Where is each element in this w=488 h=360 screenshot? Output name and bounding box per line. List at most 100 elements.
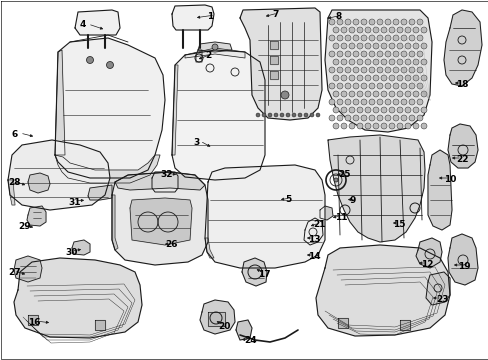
Circle shape xyxy=(384,115,390,121)
Text: 13: 13 xyxy=(307,235,320,244)
Circle shape xyxy=(360,51,366,57)
Circle shape xyxy=(328,19,334,25)
Polygon shape xyxy=(337,318,347,328)
Text: 2: 2 xyxy=(204,51,211,60)
Circle shape xyxy=(396,43,402,49)
Circle shape xyxy=(273,113,278,117)
Circle shape xyxy=(412,91,418,97)
Circle shape xyxy=(352,51,358,57)
Circle shape xyxy=(336,67,342,73)
Text: 8: 8 xyxy=(334,12,341,21)
Polygon shape xyxy=(112,195,118,250)
Circle shape xyxy=(408,19,414,25)
Text: 10: 10 xyxy=(443,175,455,184)
Circle shape xyxy=(360,115,366,121)
Circle shape xyxy=(404,43,410,49)
Polygon shape xyxy=(269,71,278,79)
Text: 18: 18 xyxy=(455,80,468,89)
Polygon shape xyxy=(327,135,424,242)
Circle shape xyxy=(416,115,422,121)
Polygon shape xyxy=(443,10,481,86)
Circle shape xyxy=(336,35,342,41)
Circle shape xyxy=(356,59,362,65)
Circle shape xyxy=(392,35,398,41)
Polygon shape xyxy=(427,150,451,230)
Circle shape xyxy=(400,51,406,57)
Circle shape xyxy=(332,43,338,49)
Circle shape xyxy=(372,59,378,65)
Circle shape xyxy=(420,123,426,129)
Circle shape xyxy=(345,35,350,41)
Circle shape xyxy=(420,59,426,65)
Polygon shape xyxy=(304,218,323,245)
Circle shape xyxy=(332,27,338,33)
Circle shape xyxy=(345,115,350,121)
Circle shape xyxy=(352,19,358,25)
Circle shape xyxy=(356,91,362,97)
Circle shape xyxy=(356,107,362,113)
Circle shape xyxy=(345,19,350,25)
Text: 28: 28 xyxy=(8,178,20,187)
Circle shape xyxy=(392,67,398,73)
Circle shape xyxy=(340,91,346,97)
Circle shape xyxy=(345,99,350,105)
Polygon shape xyxy=(28,315,38,325)
Circle shape xyxy=(376,99,382,105)
Text: 32: 32 xyxy=(160,170,172,179)
Circle shape xyxy=(400,67,406,73)
Polygon shape xyxy=(207,312,224,326)
Circle shape xyxy=(340,59,346,65)
Circle shape xyxy=(412,107,418,113)
Polygon shape xyxy=(95,320,105,330)
Text: 23: 23 xyxy=(435,295,447,304)
Circle shape xyxy=(380,59,386,65)
Circle shape xyxy=(384,67,390,73)
Circle shape xyxy=(360,99,366,105)
Circle shape xyxy=(416,83,422,89)
Polygon shape xyxy=(198,42,231,52)
Circle shape xyxy=(412,27,418,33)
Circle shape xyxy=(352,99,358,105)
Circle shape xyxy=(392,83,398,89)
Circle shape xyxy=(360,67,366,73)
Circle shape xyxy=(408,115,414,121)
Circle shape xyxy=(400,115,406,121)
Circle shape xyxy=(420,107,426,113)
Circle shape xyxy=(340,43,346,49)
Polygon shape xyxy=(447,124,477,168)
Circle shape xyxy=(408,99,414,105)
Polygon shape xyxy=(28,173,50,193)
Circle shape xyxy=(364,91,370,97)
Polygon shape xyxy=(14,256,42,282)
Circle shape xyxy=(86,57,93,63)
Circle shape xyxy=(328,67,334,73)
Circle shape xyxy=(336,19,342,25)
Circle shape xyxy=(368,67,374,73)
Circle shape xyxy=(360,19,366,25)
Polygon shape xyxy=(112,172,207,265)
Circle shape xyxy=(352,115,358,121)
Circle shape xyxy=(336,115,342,121)
Circle shape xyxy=(332,91,338,97)
Circle shape xyxy=(336,51,342,57)
Circle shape xyxy=(328,99,334,105)
Polygon shape xyxy=(196,50,202,62)
Circle shape xyxy=(396,27,402,33)
Text: 19: 19 xyxy=(457,262,469,271)
Circle shape xyxy=(368,83,374,89)
Circle shape xyxy=(392,99,398,105)
Circle shape xyxy=(315,113,319,117)
Text: 24: 24 xyxy=(244,336,256,345)
Polygon shape xyxy=(55,38,164,178)
Polygon shape xyxy=(399,320,409,330)
Circle shape xyxy=(384,19,390,25)
Circle shape xyxy=(404,107,410,113)
Circle shape xyxy=(376,67,382,73)
Polygon shape xyxy=(8,140,110,210)
Polygon shape xyxy=(115,172,204,190)
Circle shape xyxy=(356,27,362,33)
Circle shape xyxy=(262,113,265,117)
Circle shape xyxy=(420,43,426,49)
Circle shape xyxy=(333,178,337,182)
Polygon shape xyxy=(172,65,178,155)
